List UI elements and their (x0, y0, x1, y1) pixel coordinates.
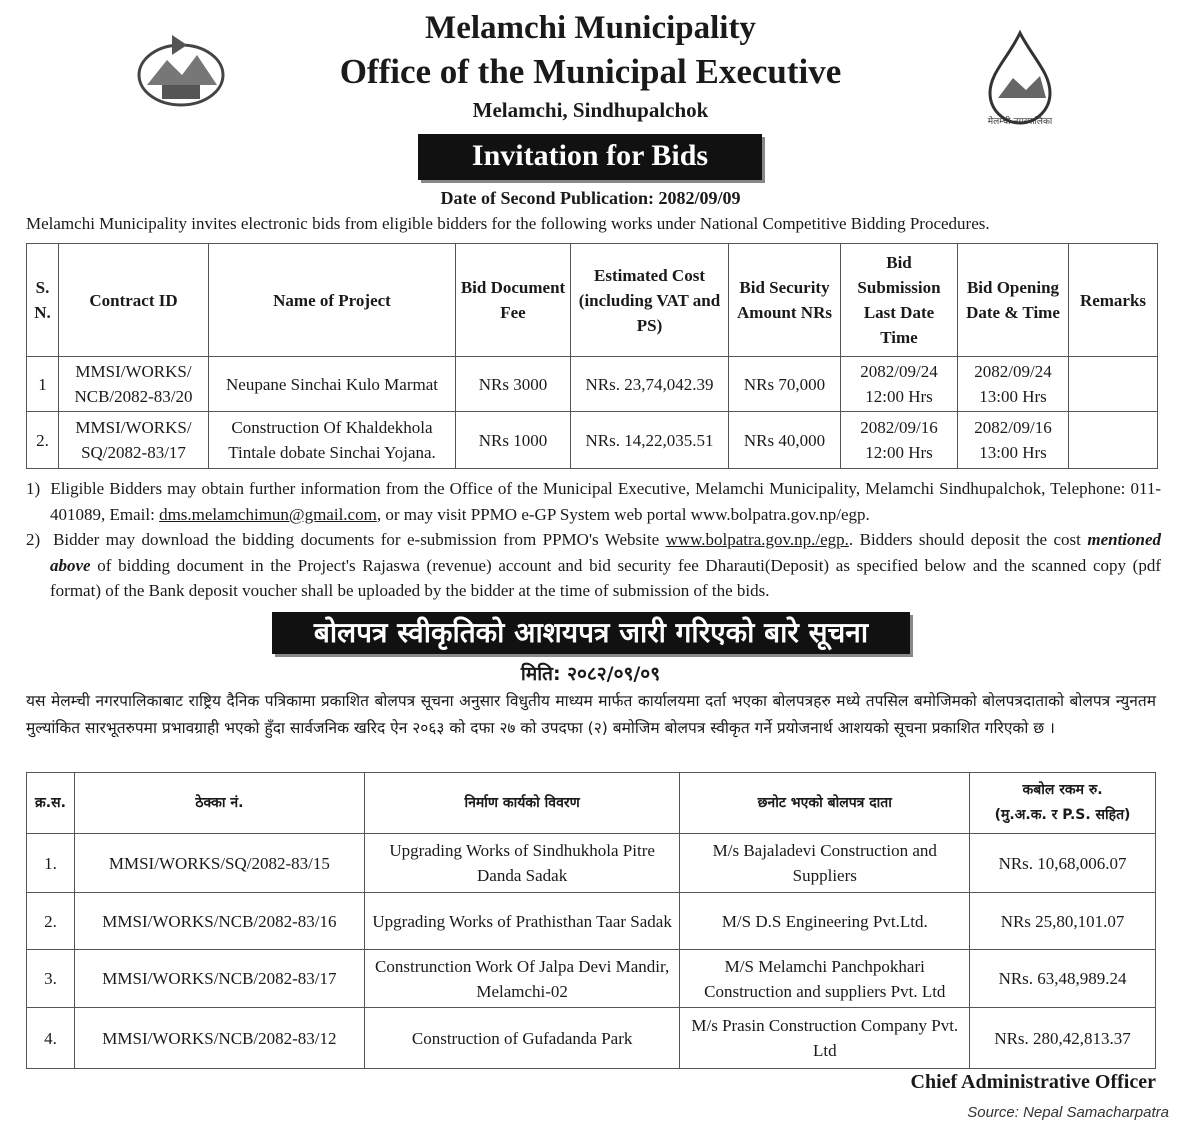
cell-work: Upgrading Works of Sindhukhola Pitre Dan… (363, 833, 681, 893)
notes: 1) Eligible Bidders may obtain further i… (26, 476, 1161, 604)
cell-bidder: M/s Prasin Construction Company Pvt. Ltd (679, 1007, 971, 1069)
col-header: Name of Project (208, 243, 456, 357)
col-header: कबोल रकम रु. (मु.अ.क. र P.S. सहित) (969, 772, 1156, 834)
col-header: Bid Security Amount NRs (728, 243, 841, 357)
table-row: 2. MMSI/WORKS/NCB/2082-83/16 Upgrading W… (26, 892, 1156, 950)
loi-date: मिति: २०८२/०९/०९ (520, 663, 661, 685)
nepal-emblem-icon (137, 35, 225, 107)
cell-sn: 2. (26, 892, 75, 950)
publication-date: Date of Second Publication: 2082/09/09 (440, 188, 741, 208)
col-header: Contract ID (58, 243, 209, 357)
cell-opening: 2082/09/16 13:00 Hrs (957, 411, 1069, 469)
cell-submission: 2082/09/24 12:00 Hrs (840, 356, 958, 412)
cell-contract-id: MMSI/WORKS/SQ/2082-83/15 (73, 833, 365, 893)
bids-table: S. N. Contract ID Name of Project Bid Do… (26, 243, 1158, 469)
cell-cost: NRs. 14,22,035.51 (570, 411, 729, 469)
signatory: Chief Administrative Officer (910, 1071, 1157, 1093)
cell-cost: NRs. 23,74,042.39 (570, 356, 729, 412)
cell-fee: NRs 3000 (455, 356, 571, 412)
cell-fee: NRs 1000 (455, 411, 571, 469)
col-header: S. N. (26, 243, 59, 357)
loi-title: बोलपत्र स्वीकृतिको आशयपत्र जारी गरिएको ब… (272, 612, 910, 654)
cell-project: Construction Of Khaldekhola Tintale doba… (208, 411, 456, 469)
loi-table: क्र.स. ठेक्का नं. निर्माण कार्यको विवरण … (26, 772, 1156, 1069)
office-location: Melamchi, Sindhupalchok (472, 98, 709, 122)
cell-remarks (1068, 356, 1158, 412)
cell-security: NRs 70,000 (728, 356, 841, 412)
table-header-row: S. N. Contract ID Name of Project Bid Do… (26, 243, 1158, 357)
table-row: 1. MMSI/WORKS/SQ/2082-83/15 Upgrading Wo… (26, 833, 1156, 893)
col-header: Bid Submission Last Date Time (840, 243, 958, 357)
table-header-row: क्र.स. ठेक्का नं. निर्माण कार्यको विवरण … (26, 772, 1156, 834)
cell-work: Construction of Gufadanda Park (363, 1007, 681, 1069)
email-link[interactable]: dms.melamchimun@gmail.com (159, 504, 377, 524)
col-header: छनोट भएको बोलपत्र दाता (679, 772, 971, 834)
table-row: 4. MMSI/WORKS/NCB/2082-83/12 Constructio… (26, 1007, 1156, 1069)
table-row: 1 MMSI/WORKS/ NCB/2082-83/20 Neupane Sin… (26, 356, 1158, 412)
cell-bidder: M/S D.S Engineering Pvt.Ltd. (679, 892, 971, 950)
note-2: 2) Bidder may download the bidding docum… (26, 530, 1162, 600)
cell-remarks (1068, 411, 1158, 469)
cell-amount: NRs 25,80,101.07 (969, 892, 1156, 950)
notice-title: Invitation for Bids (418, 134, 762, 180)
cell-project: Neupane Sinchai Kulo Marmat (208, 356, 456, 412)
loi-body: यस मेलम्ची नगरपालिकाबाट राष्ट्रिय दैनिक … (26, 692, 1156, 737)
cell-amount: NRs. 10,68,006.07 (969, 833, 1156, 893)
office-name: Office of the Municipal Executive (339, 52, 842, 91)
col-header: Estimated Cost (including VAT and PS) (570, 243, 729, 357)
cell-contract-id: MMSI/WORKS/ SQ/2082-83/17 (58, 411, 209, 469)
intro-text: Melamchi Municipality invites electronic… (26, 214, 990, 233)
cell-security: NRs 40,000 (728, 411, 841, 469)
cell-contract-id: MMSI/WORKS/NCB/2082-83/12 (73, 1007, 365, 1069)
table-row: 2. MMSI/WORKS/ SQ/2082-83/17 Constructio… (26, 411, 1158, 469)
municipality-logo-icon: मेलम्ची नगरपालिका (988, 29, 1053, 127)
bolpatra-link[interactable]: www.bolpatra.gov.np./egp. (665, 530, 849, 549)
source-credit: Source: Nepal Samacharpatra (967, 1104, 1169, 1121)
cell-sn: 1 (26, 356, 59, 412)
logo-text: मेलम्ची नगरपालिका (988, 115, 1053, 127)
col-header: क्र.स. (26, 772, 75, 834)
cell-sn: 4. (26, 1007, 75, 1069)
cell-amount: NRs. 280,42,813.37 (969, 1007, 1156, 1069)
col-header: ठेक्का नं. (73, 772, 365, 834)
cell-work: Upgrading Works of Prathisthan Taar Sada… (363, 892, 681, 950)
cell-bidder: M/s Bajaladevi Construction and Supplier… (679, 833, 971, 893)
org-name: Melamchi Municipality (425, 10, 756, 46)
table-row: 3. MMSI/WORKS/NCB/2082-83/17 Construncti… (26, 949, 1156, 1008)
col-header: Bid Opening Date & Time (957, 243, 1069, 357)
col-header: Bid Document Fee (455, 243, 571, 357)
cell-amount: NRs. 63,48,989.24 (969, 949, 1156, 1008)
cell-sn: 3. (26, 949, 75, 1008)
cell-work: Construnction Work Of Jalpa Devi Mandir,… (363, 949, 681, 1008)
cell-opening: 2082/09/24 13:00 Hrs (957, 356, 1069, 412)
cell-sn: 1. (26, 833, 75, 893)
note-1: 1) Eligible Bidders may obtain further i… (26, 479, 1161, 524)
cell-sn: 2. (26, 411, 59, 469)
cell-contract-id: MMSI/WORKS/NCB/2082-83/16 (73, 892, 365, 950)
cell-submission: 2082/09/16 12:00 Hrs (840, 411, 958, 469)
col-header: निर्माण कार्यको विवरण (363, 772, 681, 834)
cell-contract-id: MMSI/WORKS/ NCB/2082-83/20 (58, 356, 209, 412)
cell-contract-id: MMSI/WORKS/NCB/2082-83/17 (73, 949, 365, 1008)
col-header: Remarks (1068, 243, 1158, 357)
cell-bidder: M/S Melamchi Panchpokhari Construction a… (679, 949, 971, 1008)
